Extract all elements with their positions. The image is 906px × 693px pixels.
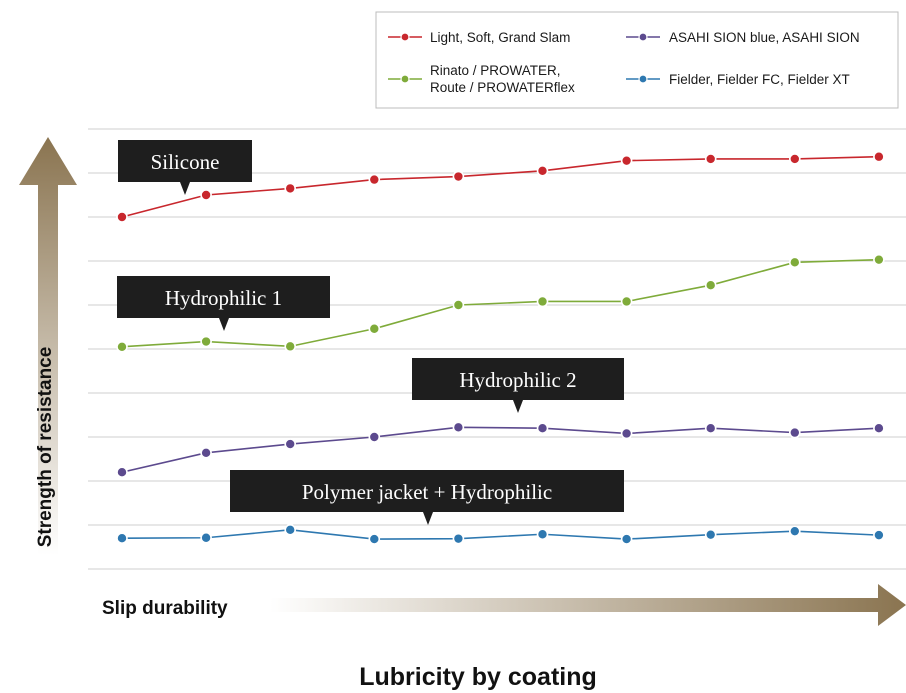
- callout-label: Silicone: [151, 150, 220, 174]
- callout-box: [230, 470, 624, 512]
- data-point: [873, 150, 885, 163]
- data-point: [873, 253, 885, 266]
- callout-box: [412, 358, 624, 400]
- callout-box: [117, 276, 330, 318]
- data-point: [368, 431, 381, 443]
- callouts: Silicone Hydrophilic 1 Hydrophilic 2 Polyme…: [117, 140, 624, 525]
- data-point: [284, 438, 297, 450]
- grid: [88, 128, 906, 570]
- x-axis-label: Slip durability: [102, 598, 228, 619]
- callout-pointer: [219, 318, 229, 331]
- data-point: [620, 533, 633, 545]
- data-point: [452, 170, 465, 183]
- data-point: [536, 295, 549, 308]
- data-point: [116, 211, 128, 223]
- data-point: [788, 426, 801, 439]
- data-point: [200, 447, 212, 459]
- data-point: [704, 279, 717, 292]
- data-point: [704, 528, 717, 541]
- callout-box: [118, 140, 252, 182]
- legend-swatch-marker: [638, 74, 648, 84]
- series-line: [121, 258, 879, 348]
- data-point: [200, 335, 212, 348]
- data-point: [368, 322, 381, 335]
- legend-label: Fielder, Fielder FC, Fielder XT: [669, 72, 850, 87]
- legend-label-line2: Route / PROWATERflex: [430, 80, 575, 95]
- data-point: [704, 422, 717, 435]
- series-line: [121, 529, 879, 540]
- data-point: [536, 422, 549, 435]
- series-line: [121, 155, 879, 218]
- legend-swatch-marker: [638, 32, 648, 42]
- callout-label: Hydrophilic 1: [165, 286, 282, 310]
- data-point: [284, 182, 297, 195]
- x-axis-arrow: [270, 584, 906, 626]
- data-point: [452, 532, 465, 545]
- data-point: [788, 153, 801, 165]
- data-point: [704, 153, 717, 165]
- y-axis-arrow: [19, 137, 77, 555]
- legend-swatch-marker: [400, 74, 410, 84]
- legend: Light, Soft, Grand Slam ASAHI SION blue, …: [388, 30, 860, 95]
- data-point: [620, 427, 633, 440]
- data-point: [873, 422, 885, 435]
- y-axis-label: Strength of resistance: [35, 347, 56, 548]
- chart-title: Lubricity by coating: [359, 663, 597, 691]
- data-point: [284, 524, 297, 536]
- callout-pointer: [180, 182, 190, 195]
- data-point: [620, 154, 633, 167]
- legend-label: Rinato / PROWATER,: [430, 63, 561, 78]
- data-point: [200, 189, 212, 201]
- data-point: [620, 295, 633, 308]
- data-point: [116, 532, 128, 545]
- callout-label: Polymer jacket + Hydrophilic: [302, 480, 552, 504]
- legend-label: Light, Soft, Grand Slam: [430, 30, 570, 45]
- legend-box: [375, 11, 899, 109]
- data-point: [116, 340, 128, 353]
- data-point: [788, 525, 801, 537]
- legend-label: ASAHI SION blue, ASAHI SION: [669, 30, 860, 45]
- data-point: [368, 533, 381, 545]
- data-point: [116, 466, 128, 479]
- data-point: [452, 299, 465, 311]
- data-point: [788, 256, 801, 269]
- data-point: [284, 340, 297, 353]
- data-point: [452, 421, 465, 434]
- series-layer: [116, 150, 885, 545]
- legend-swatch-marker: [400, 32, 410, 42]
- data-point: [200, 531, 212, 544]
- series-line: [121, 426, 879, 473]
- data-point: [368, 173, 381, 186]
- data-point: [536, 165, 549, 177]
- data-point: [873, 529, 885, 541]
- callout-pointer: [423, 512, 433, 525]
- callout-pointer: [513, 400, 523, 413]
- callout-label: Hydrophilic 2: [459, 368, 576, 392]
- data-point: [536, 528, 549, 541]
